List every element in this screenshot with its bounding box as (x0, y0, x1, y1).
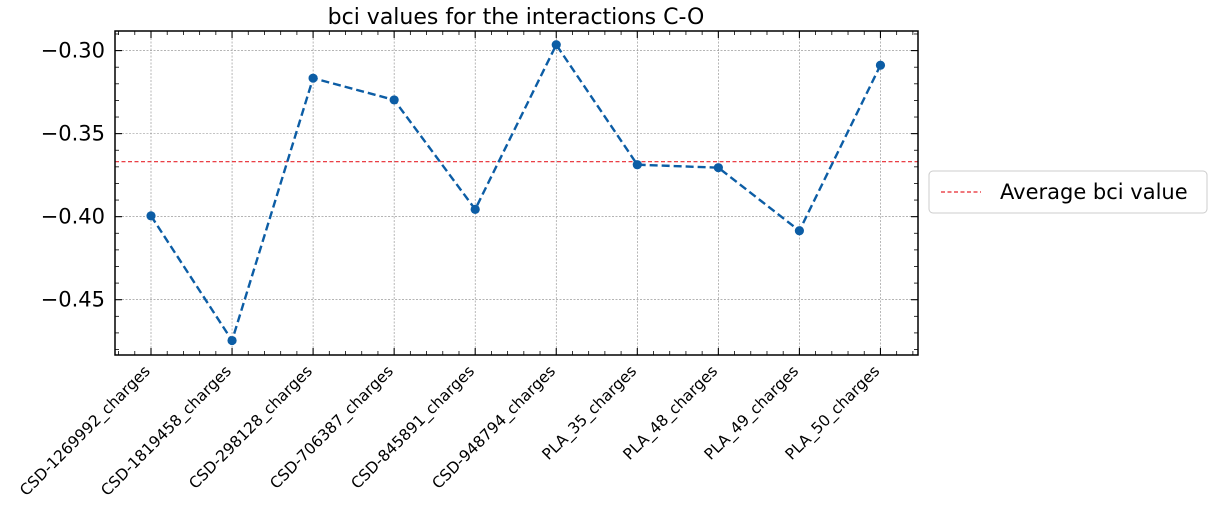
y-tick-label: −0.35 (41, 122, 105, 146)
data-point (146, 211, 156, 221)
y-tick-label: −0.45 (41, 288, 105, 312)
grid (115, 31, 918, 355)
data-point (227, 335, 237, 346)
data-point (713, 163, 723, 173)
data-point (470, 204, 480, 214)
data-point (794, 226, 805, 236)
x-tick-label: CSD-1819458_charges (97, 362, 235, 500)
chart-title: bci values for the interactions C-O (328, 5, 705, 30)
series-layer (146, 40, 886, 346)
x-tick-labels: CSD-1269992_chargesCSD-1819458_chargesCS… (16, 362, 884, 500)
y-tick-labels: −0.30 −0.35 −0.40 −0.45 (41, 39, 105, 312)
data-point (875, 60, 886, 70)
y-tick-label: −0.30 (41, 39, 105, 63)
data-point (308, 73, 318, 83)
data-point (551, 40, 561, 50)
data-point (389, 95, 399, 105)
ticks (115, 31, 918, 355)
data-point (632, 160, 642, 170)
legend: Average bci value (928, 170, 1208, 214)
x-tick-label: CSD-1269992_charges (16, 362, 154, 500)
y-tick-label: −0.40 (41, 205, 105, 229)
legend-box (928, 170, 1208, 214)
series-line (149, 42, 882, 344)
legend-label-average: Average bci value (1000, 180, 1188, 204)
plot-area-frame (114, 30, 919, 356)
